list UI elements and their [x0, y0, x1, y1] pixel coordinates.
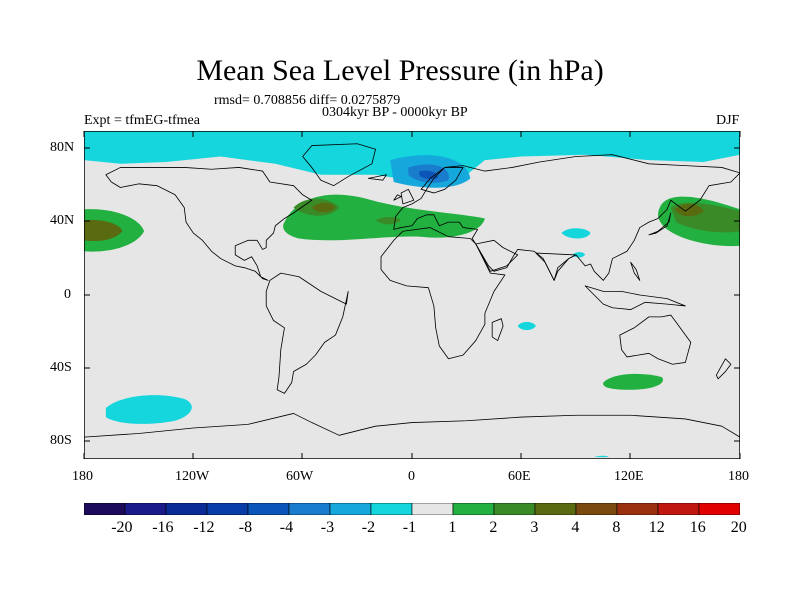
southern-indian-high [603, 373, 664, 390]
plot-title: Mean Sea Level Pressure (in hPa) [196, 54, 604, 87]
colorbar-cell-2 [165, 503, 208, 515]
colorbar-label-0: -20 [111, 519, 133, 536]
coast-greenland [302, 143, 376, 187]
ytick-40s: 40S [50, 360, 72, 375]
experiment-label: Expt = tfmEG-tfmea [84, 113, 200, 128]
xtick-60w: 60W [286, 469, 314, 484]
xtick-180-right: 180 [728, 469, 749, 484]
colorbar-cell-15 [698, 503, 740, 515]
coast-south-america [265, 272, 349, 394]
period-label: 0304kyr BP - 0000kyr BP [322, 105, 468, 120]
tibet-low [572, 252, 586, 258]
colorbar-label-8: 1 [448, 519, 457, 536]
north-pacific-west-high-inner [674, 203, 704, 217]
anomaly-shading [84, 131, 740, 458]
ytick-80n: 80N [50, 140, 75, 155]
colorbar-cell-9 [452, 503, 495, 515]
xtick-120e: 120E [614, 469, 644, 484]
coast-scandinavia [420, 167, 464, 194]
colorbar-label-1: -16 [152, 519, 174, 536]
colorbar-label-3: -8 [238, 519, 253, 536]
colorbar-label-13: 12 [648, 519, 665, 536]
xtick-180-left: 180 [72, 469, 93, 484]
coast-australia [619, 314, 692, 365]
colorbar-cell-3 [206, 503, 249, 515]
ytick-0: 0 [64, 287, 71, 302]
colorbar-label-12: 8 [612, 519, 621, 536]
asia-low [561, 228, 591, 239]
colorbar-label-6: -2 [361, 519, 376, 536]
colorbar-label-9: 2 [489, 519, 498, 536]
ytick-40n: 40N [50, 213, 75, 228]
coast-iceland [367, 174, 387, 181]
coast-philippines [630, 261, 641, 281]
nordic-seas-low-3 [419, 170, 438, 180]
coast-africa [380, 227, 506, 360]
colorbar-cell-8 [411, 503, 454, 515]
north-pacific-east-high-inner [84, 219, 123, 241]
colorbar-cell-1 [124, 503, 167, 515]
colorbar-label-15: 20 [730, 519, 747, 536]
colorbar-label-7: -1 [402, 519, 417, 536]
colorbar-cell-7 [370, 503, 413, 515]
colorbar-cell-12 [575, 503, 618, 515]
coast-new-zealand [715, 358, 732, 380]
colorbar-cell-11 [534, 503, 577, 515]
coast-indonesia [584, 285, 686, 310]
stats-line: rmsd= 0.708856 diff= 0.0275879 [214, 93, 401, 108]
southern-pacific-low [105, 395, 192, 424]
coast-india [535, 252, 577, 281]
colorbar-label-2: -12 [193, 519, 215, 536]
colorbar-cell-0 [84, 503, 126, 515]
coast-north-america [105, 167, 313, 281]
antarctic-coast-low [594, 455, 609, 458]
xtick-120w: 120W [175, 469, 210, 484]
xtick-0: 0 [408, 469, 415, 484]
xtick-60e: 60E [508, 469, 531, 484]
colorbar-cell-13 [616, 503, 659, 515]
coast-japan [648, 212, 672, 236]
ytick-80s: 80S [50, 433, 72, 448]
colorbar-cell-5 [288, 503, 331, 515]
colorbar-label-4: -4 [279, 519, 294, 536]
indian-ocean-low [517, 321, 536, 331]
colorbar-cell-10 [493, 503, 536, 515]
coast-antarctica [84, 413, 740, 438]
coastlines [84, 143, 740, 438]
coast-eurasia [393, 154, 740, 281]
colorbar-cell-4 [247, 503, 290, 515]
season-label: DJF [716, 113, 740, 128]
coast-british-isles [393, 188, 415, 205]
colorbar-cell-14 [657, 503, 700, 515]
colorbar-label-14: 16 [689, 519, 706, 536]
colorbar-label-10: 3 [530, 519, 539, 536]
axis-ticks [83, 131, 741, 459]
world-map [84, 131, 740, 459]
colorbar [84, 503, 740, 515]
coast-arabia [475, 239, 519, 272]
coast-madagascar [491, 318, 504, 341]
colorbar-label-11: 4 [571, 519, 580, 536]
colorbar-label-5: -3 [320, 519, 335, 536]
north-atlantic-high-inner [311, 202, 336, 213]
colorbar-cell-6 [329, 503, 372, 515]
